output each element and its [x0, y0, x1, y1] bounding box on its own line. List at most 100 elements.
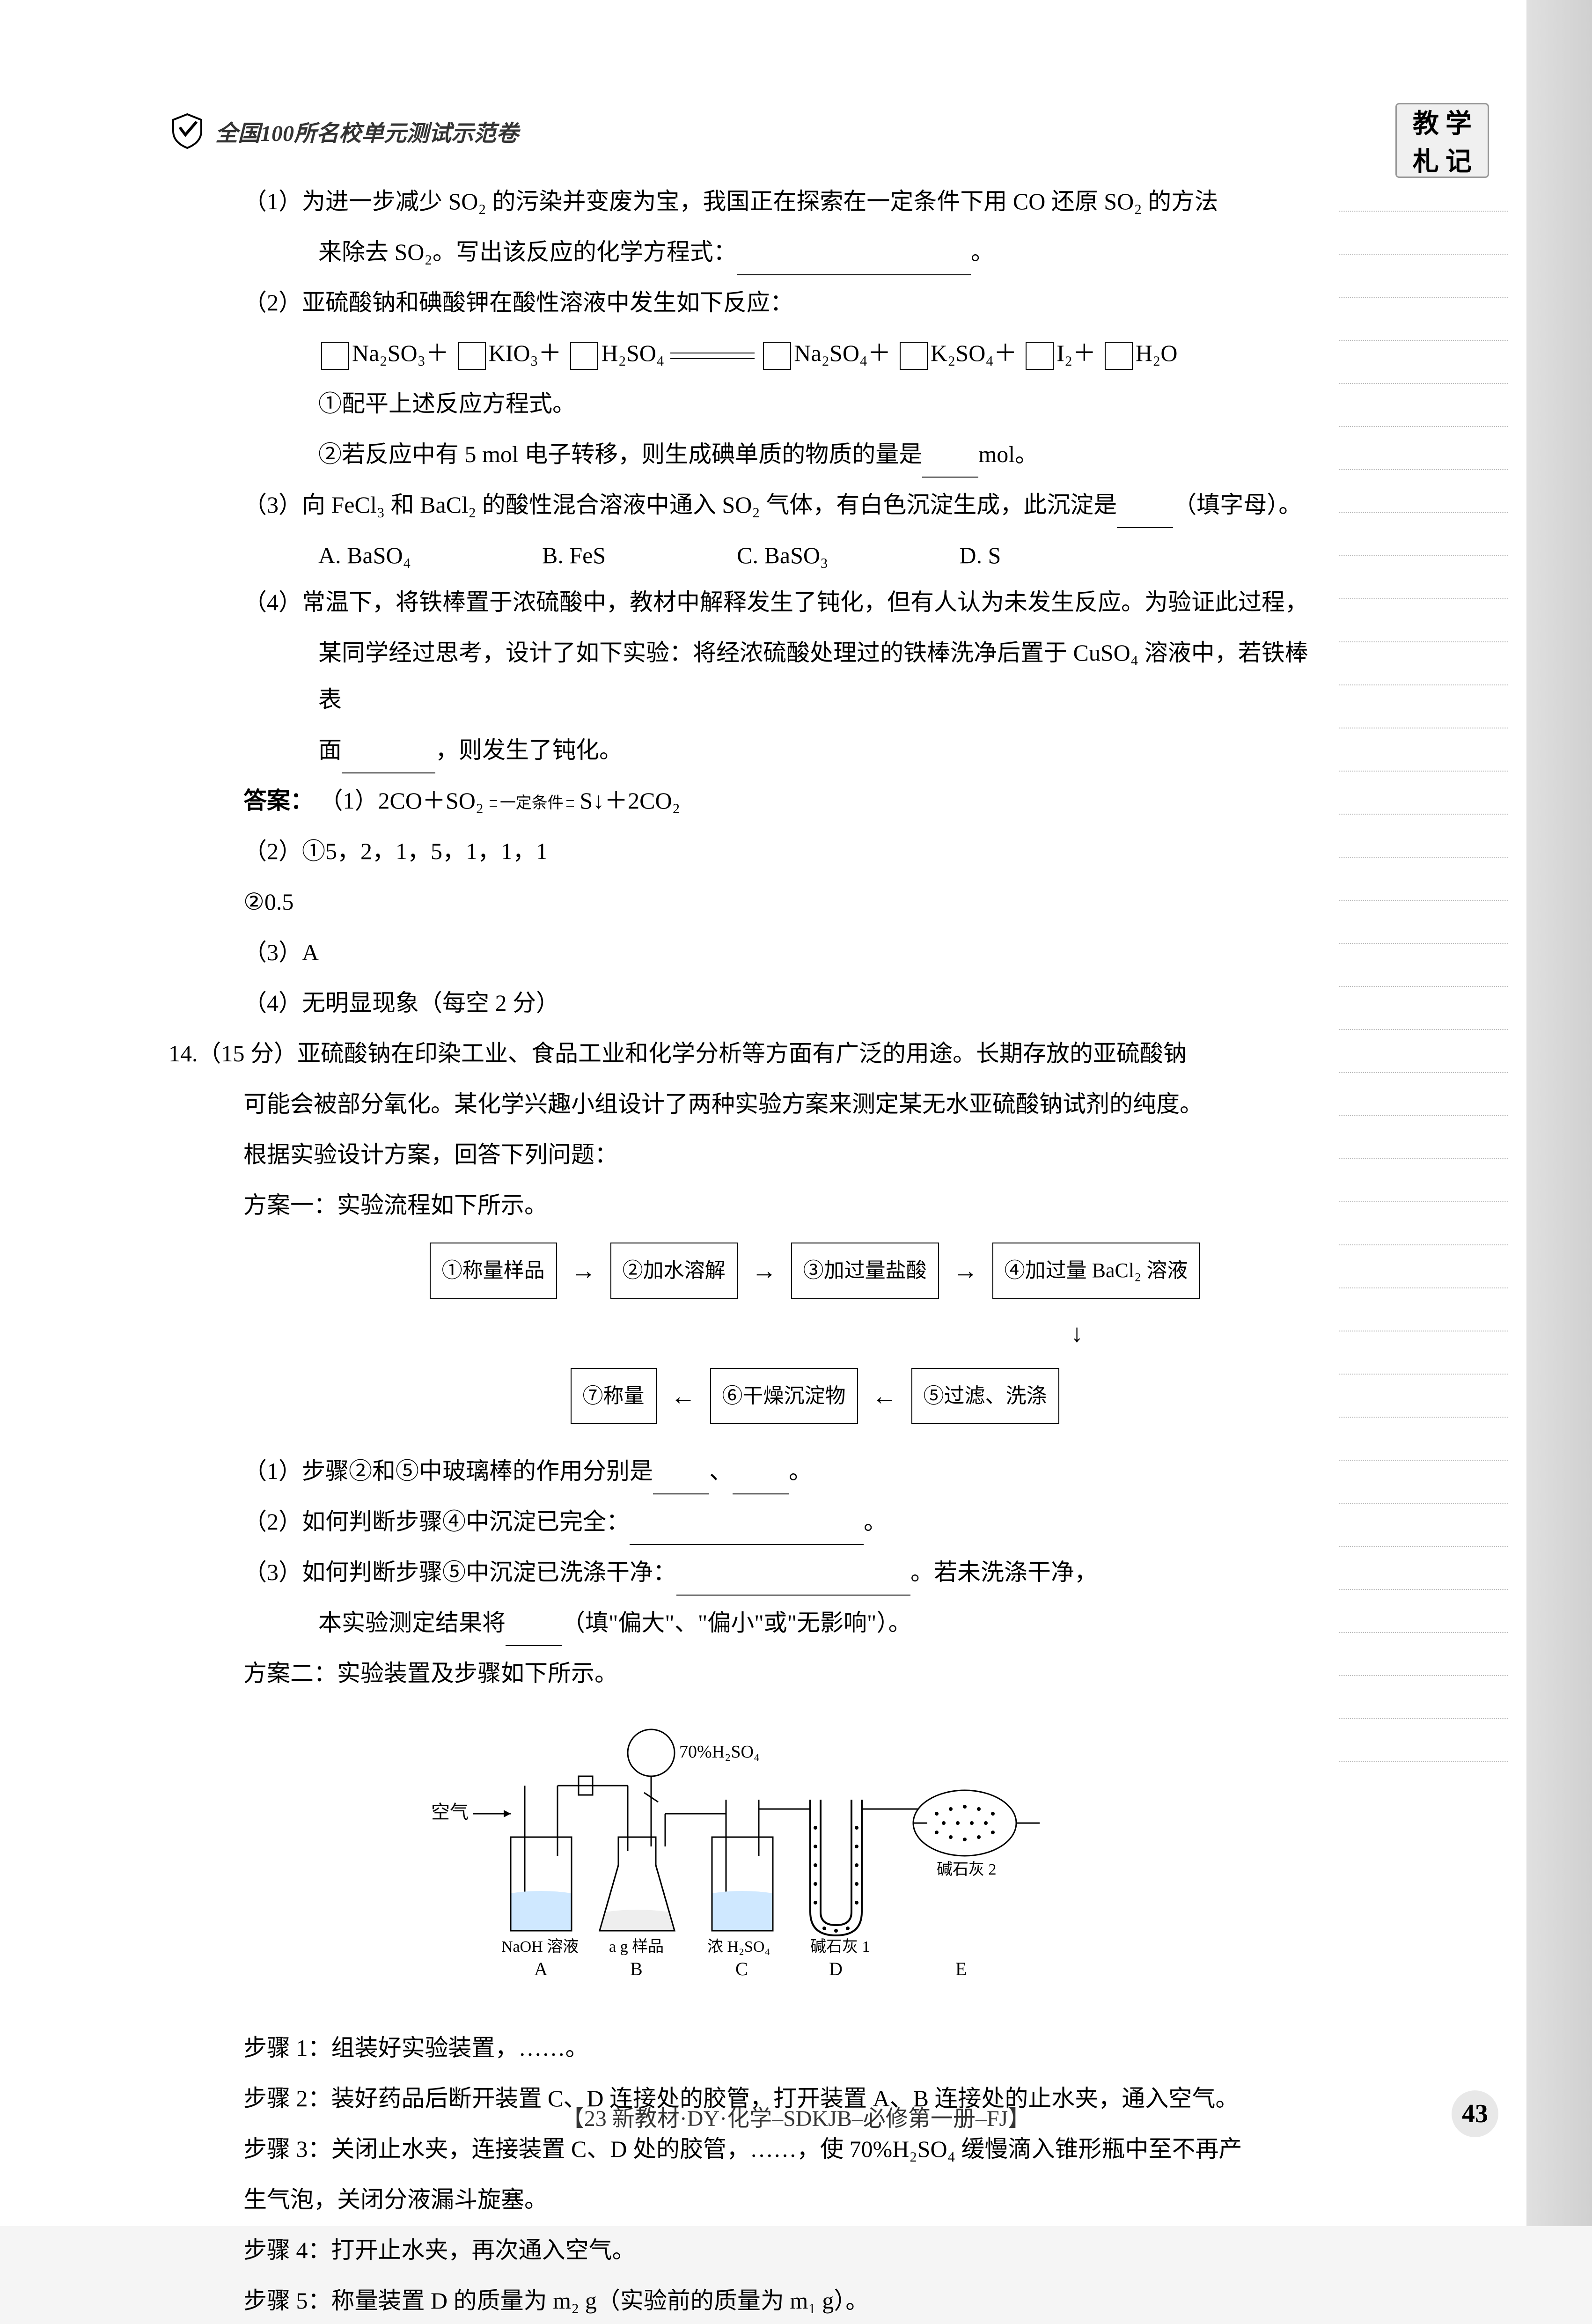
- note-line: [1339, 814, 1508, 815]
- note-line: [1339, 684, 1508, 685]
- flow-step-3: ③加过量盐酸: [791, 1243, 939, 1299]
- arrow-down-icon: ↓: [1071, 1308, 1083, 1359]
- flow-step-6: ⑥干燥沉淀物: [710, 1368, 858, 1424]
- option-a: A. BaSO₄: [318, 532, 411, 579]
- notes-label: 教 学 札 记: [1395, 103, 1489, 178]
- q14-step5: 步骤 5：称量装置 D 的质量为 m₂ g（实验前的质量为 m₁ g）。: [169, 2277, 1311, 2324]
- note-line: [1339, 1287, 1508, 1288]
- option-b: B. FeS: [542, 532, 606, 579]
- notes-label-line2: 札 记: [1413, 140, 1472, 178]
- arrow-right-icon: →: [752, 1245, 777, 1296]
- blank: [676, 1572, 910, 1596]
- note-line: [1339, 1244, 1508, 1245]
- q13-2-intro: （2）亚硫酸钠和碘酸钾在酸性溶液中发生如下反应：: [169, 279, 1311, 326]
- label-E: E: [955, 1958, 967, 1979]
- flowchart: ①称量样品 → ②加水溶解 → ③加过量盐酸 → ④加过量 BaCl₂ 溶液 ↓…: [318, 1243, 1311, 1434]
- eq-e: K₂SO₄＋: [931, 340, 1017, 366]
- option-d: D. S: [959, 532, 1001, 579]
- flow-step-1: ①称量样品: [430, 1243, 557, 1299]
- q14-3b: 本实验测定结果将（填"偏大"、"偏小"或"无影响"）。: [169, 1599, 1311, 1646]
- note-line: [1339, 1675, 1508, 1676]
- label-D: D: [829, 1958, 843, 1979]
- q13-1-line1: （1）为进一步减少 SO₂ 的污染并变废为宝，我国正在探索在一定条件下用 CO …: [169, 178, 1311, 225]
- q14-2-pre: （2）如何判断步骤④中沉淀已完全：: [243, 1508, 630, 1535]
- flow-step-2: ②加水溶解: [610, 1243, 738, 1299]
- arrow-right-icon: →: [953, 1245, 978, 1296]
- q13-3-post: （填字母）。: [1173, 492, 1302, 518]
- note-line: [1339, 771, 1508, 772]
- note-line: [1339, 211, 1508, 212]
- notes-lines-area: [1339, 211, 1508, 1896]
- q14-step1: 步骤 1：组装好实验装置，……。: [169, 2024, 1311, 2071]
- q13-3-options: A. BaSO₄ B. FeS C. BaSO₃ D. S: [169, 532, 1311, 579]
- ans1-cond: 一定条件: [497, 794, 566, 812]
- blank: [506, 1623, 562, 1646]
- coef-box: [900, 342, 928, 370]
- blank: [922, 454, 978, 478]
- coef-box: [1105, 342, 1133, 370]
- blank: [342, 750, 435, 773]
- eq-d: Na₂SO₄＋: [794, 340, 891, 366]
- note-line: [1339, 469, 1508, 470]
- blank: [653, 1471, 709, 1494]
- book-spine: [1526, 0, 1592, 2226]
- coef-box: [763, 342, 791, 370]
- q14-scheme1: 方案一：实验流程如下所示。: [169, 1182, 1311, 1228]
- q14-3: （3）如何判断步骤⑤中沉淀已洗涤干净：。若未洗涤干净，: [169, 1549, 1311, 1596]
- q13-answer-3: （3）A: [169, 929, 1311, 976]
- note-line: [1339, 857, 1508, 858]
- answer-label: 答案：: [243, 787, 314, 814]
- flow-down-arrow: ↓: [546, 1308, 1083, 1359]
- q13-2b-pre: ②若反应中有 5 mol 电子转移，则生成碘单质的物质的量是: [318, 441, 922, 467]
- note-line: [1339, 1761, 1508, 1762]
- q14-3-post: 。若未洗涤干净，: [910, 1559, 1098, 1585]
- q14-1-pre: （1）步骤②和⑤中玻璃棒的作用分别是: [243, 1458, 653, 1484]
- note-line: [1339, 555, 1508, 556]
- notes-label-line1: 教 学: [1413, 103, 1472, 140]
- q13-answer-1: 答案： （1）2CO＋SO₂ 一定条件 S↓＋2CO₂: [169, 777, 1311, 824]
- label-A: A: [534, 1958, 548, 1979]
- note-line: [1339, 1503, 1508, 1504]
- ans1-pre: （1）2CO＋SO₂: [320, 787, 484, 814]
- note-line: [1339, 1417, 1508, 1418]
- note-line: [1339, 1589, 1508, 1590]
- coef-box: [321, 342, 349, 370]
- eq-a: Na₂SO₃＋: [352, 340, 449, 366]
- content-body: （1）为进一步减少 SO₂ 的污染并变废为宝，我国正在探索在一定条件下用 CO …: [169, 178, 1311, 2324]
- q14-3b-post: （填"偏大"、"偏小"或"无影响"）。: [562, 1610, 911, 1636]
- q14-scheme2: 方案二：实验装置及步骤如下所示。: [169, 1650, 1311, 1697]
- note-line: [1339, 297, 1508, 298]
- note-line: [1339, 512, 1508, 513]
- note-line: [1339, 641, 1508, 642]
- note-line: [1339, 1072, 1508, 1073]
- note-line: [1339, 383, 1508, 384]
- coef-box: [570, 342, 598, 370]
- page-header: 全国100所名校单元测试示范卷: [169, 112, 519, 150]
- q14-1-post: 。: [789, 1458, 812, 1484]
- label-C: C: [735, 1958, 748, 1979]
- note-line: [1339, 340, 1508, 341]
- note-line: [1339, 598, 1508, 599]
- label-soda1: 碱石灰 1: [810, 1938, 870, 1956]
- apparatus-diagram: 空气 NaOH 溶液 A 70%H₂SO₄: [169, 1715, 1311, 2006]
- q14-header: 14.（15 分）亚硫酸钠在印染工业、食品工业和化学分析等方面有广泛的用途。长期…: [169, 1030, 1311, 1077]
- label-naoh: NaOH 溶液: [501, 1938, 579, 1956]
- page-number: 43: [1452, 2090, 1498, 2137]
- q14-step3b: 生气泡，关闭分液漏斗旋塞。: [169, 2176, 1311, 2223]
- note-line: [1339, 1029, 1508, 1030]
- q13-3: （3）向 FeCl₃ 和 BaCl₂ 的酸性混合溶液中通入 SO₂ 气体，有白色…: [169, 481, 1311, 528]
- q14-2: （2）如何判断步骤④中沉淀已完全：。: [169, 1498, 1311, 1545]
- q13-2b: ②若反应中有 5 mol 电子转移，则生成碘单质的物质的量是mol。: [169, 431, 1311, 478]
- coef-box: [1026, 342, 1054, 370]
- label-soda2: 碱石灰 2: [937, 1861, 997, 1878]
- note-line: [1339, 1546, 1508, 1547]
- note-line: [1339, 986, 1508, 987]
- q13-2-equation: Na₂SO₃＋ KIO₃＋ H₂SO₄ Na₂SO₄＋ K₂SO₄＋ I₂＋ H…: [169, 330, 1311, 376]
- label-conc-h2so4: 浓 H₂SO₄: [707, 1938, 770, 1956]
- eq-b: KIO₃＋: [489, 340, 562, 366]
- q14-step3: 步骤 3：关闭止水夹，连接装置 C、D 处的胶管，……，使 70%H₂SO₄ 缓…: [169, 2125, 1311, 2172]
- flow-row-1: ①称量样品 → ②加水溶解 → ③加过量盐酸 → ④加过量 BaCl₂ 溶液: [430, 1243, 1200, 1299]
- flow-step-5: ⑤过滤、洗涤: [911, 1368, 1059, 1424]
- arrow-left-icon: ←: [872, 1371, 897, 1421]
- q14-h2: 可能会被部分氧化。某化学兴趣小组设计了两种实验方案来测定某无水亚硫酸钠试剂的纯度…: [169, 1081, 1311, 1127]
